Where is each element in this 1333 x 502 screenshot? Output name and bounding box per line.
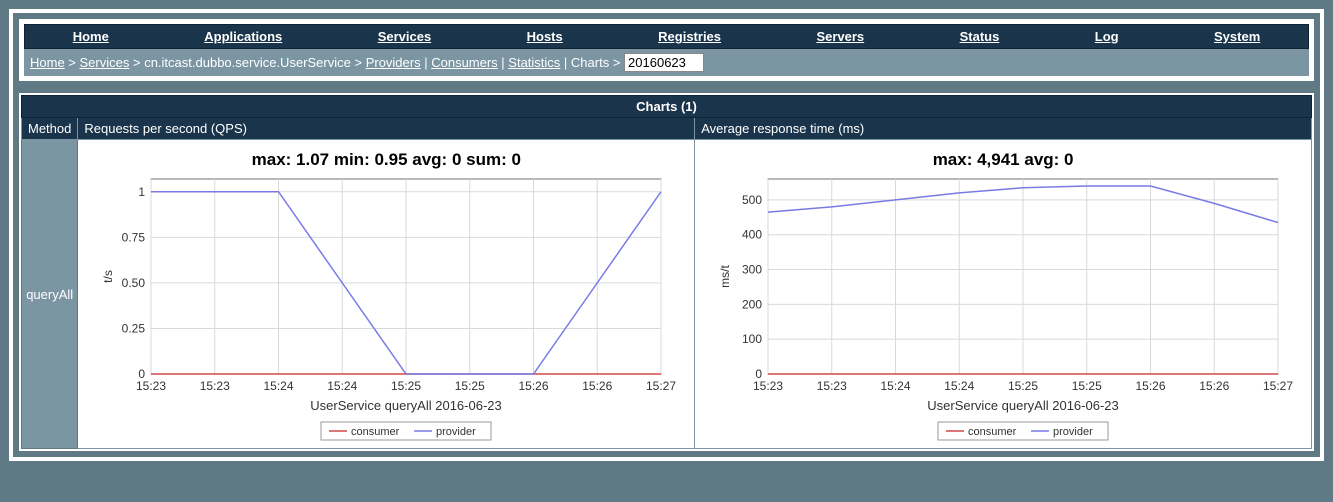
breadcrumb: Home > Services > cn.itcast.dubbo.servic… xyxy=(24,49,1309,76)
svg-text:UserService queryAll 2016-06-2: UserService queryAll 2016-06-23 xyxy=(311,398,502,413)
art-chart-title: max: 4,941 avg: 0 xyxy=(699,150,1307,170)
svg-text:100: 100 xyxy=(742,332,762,346)
svg-text:15:24: 15:24 xyxy=(944,379,974,393)
content-block: Charts (1) Method Requests per second (Q… xyxy=(19,93,1314,451)
svg-text:0.25: 0.25 xyxy=(122,321,146,335)
menu-home[interactable]: Home xyxy=(73,29,109,44)
svg-text:15:25: 15:25 xyxy=(1008,379,1038,393)
col-art: Average response time (ms) xyxy=(695,118,1312,140)
qps-chart-title: max: 1.07 min: 0.95 avg: 0 sum: 0 xyxy=(82,150,690,170)
menu-services[interactable]: Services xyxy=(378,29,432,44)
menu-log[interactable]: Log xyxy=(1095,29,1119,44)
svg-text:15:24: 15:24 xyxy=(881,379,911,393)
svg-text:15:26: 15:26 xyxy=(519,379,549,393)
svg-text:provider: provider xyxy=(1053,426,1093,438)
outer-frame: Home Applications Services Hosts Registries S… xyxy=(6,6,1327,464)
svg-text:15:27: 15:27 xyxy=(646,379,676,393)
date-input[interactable] xyxy=(624,53,704,72)
svg-text:t/s: t/s xyxy=(101,270,115,283)
svg-text:0.50: 0.50 xyxy=(122,276,146,290)
svg-text:15:26: 15:26 xyxy=(1136,379,1166,393)
svg-text:15:25: 15:25 xyxy=(391,379,421,393)
menu-status[interactable]: Status xyxy=(960,29,1000,44)
svg-text:400: 400 xyxy=(742,228,762,242)
menu-system[interactable]: System xyxy=(1214,29,1260,44)
charts-table: Charts (1) Method Requests per second (Q… xyxy=(21,95,1312,449)
col-qps: Requests per second (QPS) xyxy=(78,118,695,140)
svg-text:15:25: 15:25 xyxy=(455,379,485,393)
svg-text:UserService queryAll 2016-06-2: UserService queryAll 2016-06-23 xyxy=(927,398,1118,413)
menu-applications[interactable]: Applications xyxy=(204,29,282,44)
breadcrumb-consumers[interactable]: Consumers xyxy=(431,55,497,70)
mid-frame: Home Applications Services Hosts Registries S… xyxy=(13,13,1320,457)
svg-text:15:23: 15:23 xyxy=(136,379,166,393)
art-chart-cell: max: 4,941 avg: 0 010020030040050015:231… xyxy=(695,140,1312,449)
qps-chart-cell: max: 1.07 min: 0.95 avg: 0 sum: 0 00.250… xyxy=(78,140,695,449)
breadcrumb-providers[interactable]: Providers xyxy=(366,55,421,70)
header-block: Home Applications Services Hosts Registries S… xyxy=(19,19,1314,81)
svg-text:300: 300 xyxy=(742,263,762,277)
svg-text:15:25: 15:25 xyxy=(1072,379,1102,393)
breadcrumb-service-name: cn.itcast.dubbo.service.UserService xyxy=(144,55,351,70)
breadcrumb-statistics[interactable]: Statistics xyxy=(508,55,560,70)
svg-text:15:26: 15:26 xyxy=(1199,379,1229,393)
menu-registries[interactable]: Registries xyxy=(658,29,721,44)
col-method: Method xyxy=(22,118,78,140)
svg-text:15:23: 15:23 xyxy=(817,379,847,393)
qps-chart: 00.250.500.75115:2315:2315:2415:2415:251… xyxy=(96,174,676,444)
svg-text:15:26: 15:26 xyxy=(583,379,613,393)
svg-text:provider: provider xyxy=(436,426,476,438)
method-name: queryAll xyxy=(22,140,78,449)
breadcrumb-services[interactable]: Services xyxy=(80,55,130,70)
svg-text:15:27: 15:27 xyxy=(1263,379,1293,393)
art-chart: 010020030040050015:2315:2315:2415:2415:2… xyxy=(713,174,1293,444)
main-menu: Home Applications Services Hosts Registries S… xyxy=(24,24,1309,49)
menu-servers[interactable]: Servers xyxy=(816,29,864,44)
svg-text:200: 200 xyxy=(742,297,762,311)
svg-text:500: 500 xyxy=(742,193,762,207)
svg-text:15:23: 15:23 xyxy=(753,379,783,393)
svg-text:15:24: 15:24 xyxy=(328,379,358,393)
breadcrumb-charts: Charts xyxy=(571,55,609,70)
svg-text:consumer: consumer xyxy=(968,426,1017,438)
table-title: Charts (1) xyxy=(22,96,1312,118)
menu-hosts[interactable]: Hosts xyxy=(527,29,563,44)
svg-text:consumer: consumer xyxy=(351,426,400,438)
svg-text:ms/t: ms/t xyxy=(718,265,732,288)
svg-text:0.75: 0.75 xyxy=(122,230,146,244)
svg-text:15:23: 15:23 xyxy=(200,379,230,393)
svg-text:1: 1 xyxy=(139,185,146,199)
breadcrumb-home[interactable]: Home xyxy=(30,55,65,70)
svg-text:15:24: 15:24 xyxy=(264,379,294,393)
